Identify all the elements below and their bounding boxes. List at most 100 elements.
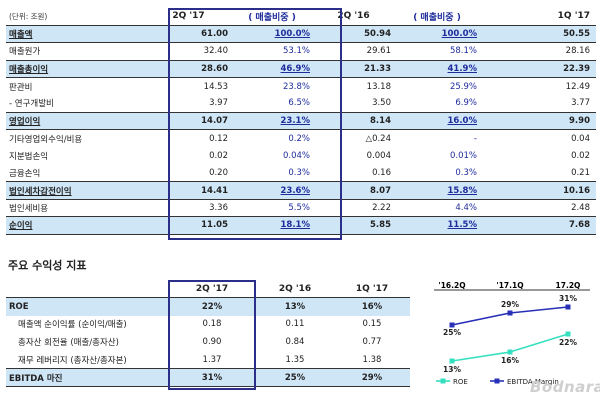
row-label: 법인세비용 <box>6 198 146 217</box>
cell-value: 2.48 <box>480 198 596 217</box>
cell-value: 11.05 <box>146 216 231 235</box>
table-row: 기타영업외수익/비용 0.12 0.2% △0.24-0.04 <box>6 129 596 148</box>
cell-value: 0.2% <box>231 129 313 148</box>
cell-value: 3.36 <box>146 198 231 217</box>
cell-value: 23.8% <box>231 77 313 95</box>
cell-value: 4.4% <box>394 198 480 217</box>
row-label: 순이익 <box>6 216 146 235</box>
cell-value: 16% <box>334 297 410 316</box>
cell-value: 0.004 <box>366 150 391 161</box>
table-row: - 연구개발비 3.97 6.5% 3.50 6.9% 3.77 <box>6 95 596 112</box>
table-row: 영업이익 14.07 23.1% 8.14 16.0% 9.90 <box>6 111 596 130</box>
cell-value: 23.1% <box>231 111 313 130</box>
cell-value: 50.94 <box>313 25 394 43</box>
data-label: 31% <box>559 294 577 303</box>
cell-value: 5.85 <box>313 216 394 235</box>
table-row: 매출총이익 28.60 46.9% 21.33 41.9% 22.39 <box>6 59 596 78</box>
data-point <box>449 358 455 364</box>
cell-value: 0.77 <box>362 337 382 348</box>
cell-value: 23.6% <box>231 181 313 200</box>
cell-value: 28.60 <box>146 59 231 78</box>
cell-value: 0.04% <box>282 150 310 161</box>
cell-value: 61.00 <box>146 25 231 43</box>
cell-value: 0.3% <box>288 167 310 178</box>
col-header: 2Q '17 <box>168 280 256 299</box>
cell-value: 1.35 <box>285 354 305 365</box>
row-label: 법인세차감전이익 <box>6 181 146 200</box>
cell-value: 16.0% <box>394 111 480 130</box>
cell-value: 100.0% <box>394 25 480 43</box>
cell-value: 29.61 <box>313 42 394 61</box>
cell-value: 0.11 <box>285 319 305 330</box>
cell-value: 0.12 <box>146 129 231 148</box>
row-label: EBITDA 마진 <box>6 368 168 387</box>
table-row: 매출원가 32.40 53.1% 29.61 58.1% 28.16 <box>6 42 596 61</box>
cell-value: 0.16 <box>372 167 391 178</box>
data-label: 16% <box>501 356 519 365</box>
cell-value: 0.21 <box>571 167 590 178</box>
row-label: 지분법손익 <box>9 151 49 162</box>
category-label: 17.2Q <box>556 281 581 290</box>
cell-value: 10.16 <box>480 181 596 200</box>
cell-value: 14.53 <box>146 77 231 95</box>
row-label: 매출총이익 <box>6 59 146 78</box>
row-label: 재무 레버리지 (총자산/총자본) <box>18 355 127 366</box>
table-row: 금융손익 0.20 0.3% 0.16 0.3% 0.21 <box>6 165 596 182</box>
row-label: - 연구개발비 <box>9 99 54 110</box>
data-label: 22% <box>559 338 577 347</box>
table-row: 법인세차감전이익 14.41 23.6% 8.07 15.8% 10.16 <box>6 181 596 200</box>
cell-value: 14.07 <box>146 111 231 130</box>
row-label: 금융손익 <box>9 168 41 179</box>
watermark: Bodnara <box>530 378 600 396</box>
data-label: 29% <box>501 300 519 309</box>
legend-label: EBITDA Margin <box>507 378 559 386</box>
cell-value: 11.5% <box>394 216 480 235</box>
cell-value: 28.16 <box>480 42 596 61</box>
cell-value: 0.18 <box>202 319 222 330</box>
col-header: ( 매출비중 ) <box>231 8 313 26</box>
cell-value: 29% <box>334 368 410 387</box>
category-label: '16.2Q <box>438 281 465 290</box>
unit-label: (단위: 조원) <box>6 8 146 26</box>
data-point <box>449 322 455 328</box>
cell-value: 32.40 <box>146 42 231 61</box>
cell-value: 53.1% <box>231 42 313 61</box>
legend-label: ROE <box>453 378 468 386</box>
cell-value: 3.77 <box>571 98 590 109</box>
cell-value: 0.3% <box>455 167 477 178</box>
cell-value: 22% <box>168 297 256 316</box>
cell-value: 6.9% <box>455 98 477 109</box>
row-label: ROE <box>6 297 168 316</box>
data-label: 25% <box>443 328 461 337</box>
cell-value: 13.18 <box>313 77 394 95</box>
col-header: 2Q '17 <box>146 8 231 26</box>
table-row: 판관비 14.53 23.8% 13.18 25.9% 12.49 <box>6 77 596 95</box>
table-row: 매출액 순이익률 (순이익/매출) 0.18 0.11 0.15 <box>6 316 410 334</box>
table-row: EBITDA 마진 31% 25% 29% <box>6 368 410 387</box>
cell-value: 5.5% <box>231 198 313 217</box>
row-label: 매출액 <box>6 25 146 43</box>
cell-value: 25.9% <box>394 77 480 95</box>
table-row: 총자산 회전율 (매출/총자산) 0.90 0.84 0.77 <box>6 333 410 351</box>
col-header: ( 매출비중 ) <box>394 8 480 26</box>
cell-value: 0.20 <box>209 167 228 178</box>
table-row: 매출액 61.00 100.0% 50.94 100.0% 50.55 <box>6 25 596 43</box>
data-point <box>507 349 513 355</box>
col-header: 2Q '16 <box>313 8 394 26</box>
cell-value: 46.9% <box>231 59 313 78</box>
roe-ebitda-chart: '16.2Q '17.1Q 17.2Q 13% 16% 22% ROE 25% 29% 31% EB… <box>434 281 590 386</box>
cell-value: - <box>394 129 480 148</box>
cell-value: △0.24 <box>313 129 394 148</box>
cell-value: 8.07 <box>313 181 394 200</box>
cell-value: 12.49 <box>480 77 596 95</box>
col-header: 1Q '17 <box>334 280 410 299</box>
cell-value: 2.22 <box>313 198 394 217</box>
section-title: 주요 수익성 지표 <box>8 259 87 272</box>
row-label: 영업이익 <box>6 111 146 130</box>
cell-value: 31% <box>168 368 256 387</box>
cell-value: 0.02 <box>571 150 590 161</box>
table-row: 지분법손익 0.02 0.04% 0.004 0.01% 0.02 <box>6 147 596 164</box>
cell-value: 0.15 <box>362 319 382 330</box>
data-point <box>565 304 571 310</box>
cell-value: 1.37 <box>202 354 222 365</box>
